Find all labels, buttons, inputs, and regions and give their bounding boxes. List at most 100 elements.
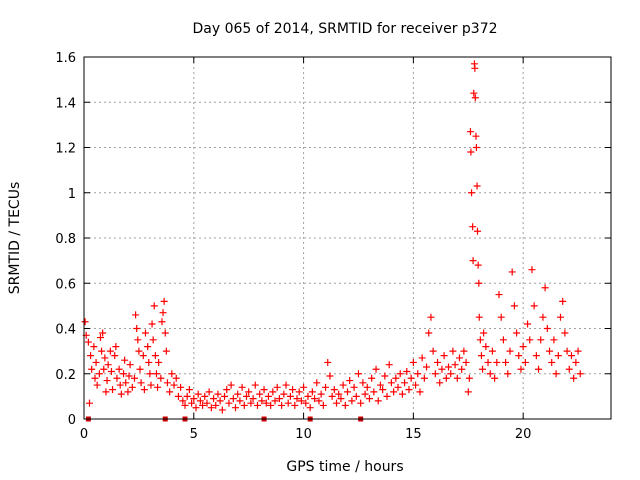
data-point [286, 392, 294, 400]
data-point [488, 347, 496, 355]
data-point [311, 395, 319, 403]
y-tick-label: 0.8 [55, 232, 76, 247]
data-point [475, 313, 483, 321]
data-point [504, 370, 512, 378]
data-point [98, 347, 106, 355]
data-point [506, 347, 514, 355]
data-point [361, 390, 369, 398]
data-point [420, 374, 428, 382]
data-point [462, 358, 470, 366]
data-point [104, 361, 112, 369]
data-point [109, 386, 117, 394]
data-point [154, 383, 162, 391]
data-point [412, 381, 420, 389]
data-point [556, 313, 564, 321]
data-point [134, 336, 142, 344]
data-point [256, 390, 264, 398]
data-point [282, 381, 290, 389]
data-point [85, 399, 93, 407]
data-point [477, 352, 485, 360]
data-point [275, 395, 283, 403]
data-point [174, 392, 182, 400]
data-point [306, 404, 314, 412]
data-point [543, 325, 551, 332]
data-point [308, 388, 316, 396]
data-point [344, 388, 351, 396]
data-point [131, 374, 139, 382]
data-point [416, 388, 424, 396]
data-point [199, 401, 207, 409]
data-point [484, 358, 492, 366]
data-point [125, 372, 133, 380]
data-point [210, 395, 218, 403]
data-point [510, 302, 518, 310]
data-point [539, 313, 547, 321]
y-tick-label: 1.4 [55, 96, 76, 111]
data-point [337, 395, 345, 403]
data-point [234, 390, 242, 398]
data-point [113, 374, 121, 382]
data-point [535, 365, 543, 373]
data-point [414, 370, 422, 378]
data-point [317, 390, 325, 398]
data-point [132, 311, 140, 319]
data-point [271, 397, 279, 405]
data-point [469, 223, 477, 231]
data-point [135, 347, 143, 355]
data-point [103, 377, 111, 385]
data-point [405, 386, 413, 394]
data-point [124, 388, 132, 396]
data-point [324, 358, 332, 366]
data-point [128, 383, 136, 391]
data-point [157, 374, 165, 382]
grid [84, 57, 611, 419]
data-point [149, 336, 157, 344]
y-tick-label: 1.2 [55, 142, 76, 157]
data-point [326, 372, 334, 380]
data-point [81, 318, 89, 326]
data-point [572, 358, 580, 366]
data-point [472, 132, 480, 140]
data-point [88, 365, 96, 373]
data-point [262, 399, 270, 407]
data-point [137, 379, 145, 387]
data-point [436, 379, 444, 387]
data-point [284, 399, 292, 407]
data-point [293, 395, 301, 403]
data-point [528, 266, 536, 274]
data-point [291, 401, 299, 409]
data-point [155, 358, 163, 366]
data-point [172, 374, 180, 382]
data-point [479, 365, 487, 373]
data-point [403, 367, 411, 375]
data-point [120, 370, 128, 378]
data-point [565, 365, 573, 373]
data-point [465, 374, 473, 382]
data-point [170, 381, 178, 389]
data-point [365, 395, 373, 403]
data-point [472, 144, 480, 151]
data-point [493, 358, 501, 366]
data-point [212, 401, 220, 409]
y-axis-label: SRMTID / TECUs [7, 182, 23, 295]
data-point [151, 352, 159, 360]
data-point [136, 365, 144, 373]
data-point [295, 388, 303, 396]
data-point [201, 392, 209, 400]
data-point [376, 381, 384, 389]
data-point [381, 372, 389, 380]
data-point [91, 374, 99, 382]
data-point [502, 358, 510, 366]
data-point [229, 395, 237, 403]
data-point [346, 377, 354, 385]
data-point [148, 320, 156, 328]
y-tick-label: 1.6 [55, 51, 76, 66]
data-point [374, 397, 382, 405]
data-point [383, 392, 391, 400]
data-point [473, 182, 481, 190]
data-point [464, 388, 472, 396]
data-point [146, 370, 154, 378]
data-point [513, 329, 521, 337]
data-point [482, 343, 490, 351]
data-point [330, 386, 338, 394]
